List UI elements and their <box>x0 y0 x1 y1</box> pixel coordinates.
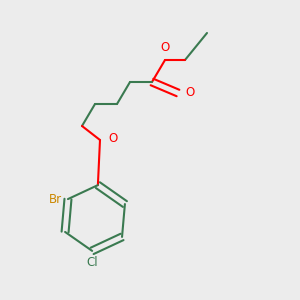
Text: O: O <box>108 131 117 145</box>
Text: O: O <box>185 86 194 100</box>
Text: O: O <box>160 41 169 54</box>
Text: Br: Br <box>49 193 62 206</box>
Text: Cl: Cl <box>86 256 98 269</box>
